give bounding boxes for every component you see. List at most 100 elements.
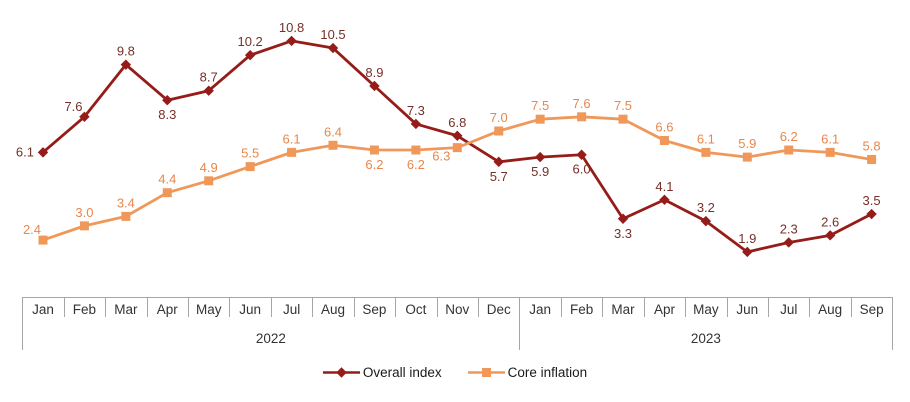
axis-tick	[809, 297, 811, 317]
core-inflation-value-label: 3.0	[75, 205, 93, 220]
month-label: Sep	[362, 302, 387, 317]
month-label: Sep	[859, 302, 884, 317]
overall-index-marker-icon	[742, 246, 753, 258]
core-inflation-value-label: 4.9	[200, 160, 218, 175]
overall-index-marker-icon	[700, 215, 712, 227]
axis-tick	[560, 297, 562, 317]
core-inflation-value-label: 6.2	[365, 157, 383, 172]
core-inflation-marker-icon	[204, 176, 214, 186]
overall-index-value-label: 10.8	[279, 20, 304, 35]
core-inflation-value-label: 7.5	[614, 98, 632, 113]
month-label: Jan	[529, 302, 552, 317]
core-inflation-value-label: 3.4	[117, 195, 135, 210]
overall-index-marker-icon	[286, 35, 297, 47]
month-label: May	[693, 302, 719, 317]
month-label: Aug	[818, 302, 843, 317]
month-label: Jul	[282, 302, 301, 317]
month-label: Jun	[239, 302, 262, 317]
axis-tick	[353, 297, 355, 317]
month-label: Dec	[486, 302, 511, 317]
axis-tick	[105, 297, 107, 317]
overall-index-marker-icon	[410, 118, 422, 130]
core-inflation-marker-icon	[494, 126, 504, 136]
core-inflation-marker-icon	[701, 147, 711, 157]
core-inflation-value-label: 6.3	[432, 149, 450, 164]
core-inflation-marker-icon	[287, 147, 297, 157]
core-inflation-marker-icon	[618, 114, 628, 124]
overall-index-value-label: 6.8	[448, 115, 466, 130]
core-inflation-value-label: 6.1	[697, 131, 715, 146]
axis-tick	[395, 297, 397, 317]
overall-index-value-label: 2.3	[780, 221, 798, 236]
overall-index-value-label: 8.3	[158, 107, 176, 122]
month-label: Nov	[445, 302, 470, 317]
core-inflation-marker-icon	[867, 154, 877, 164]
axis-tick	[768, 297, 770, 317]
axis-tick	[270, 297, 272, 317]
overall-index-marker-icon	[576, 149, 587, 160]
axis-tick	[22, 297, 24, 350]
month-label: Jan	[32, 302, 54, 317]
legend-item-core-inflation: Core inflation	[467, 365, 587, 380]
overall-index-value-label: 7.6	[64, 99, 82, 114]
axis-tick	[519, 297, 521, 350]
core-inflation-value-label: 6.2	[780, 129, 798, 144]
axis-tick	[602, 297, 604, 317]
overall-index-marker-icon	[617, 213, 629, 224]
month-label: Apr	[156, 302, 178, 317]
core-inflation-line-square-icon	[467, 367, 505, 377]
overall-index-value-label: 6.0	[573, 162, 591, 177]
axis-tick	[229, 297, 231, 317]
overall-index-marker-icon	[327, 42, 339, 54]
core-inflation-value-label: 5.5	[241, 146, 259, 161]
core-inflation-value-label: 6.1	[821, 131, 839, 146]
axis-tick	[850, 297, 852, 317]
overall-index-value-label: 3.2	[697, 200, 715, 215]
overall-index-value-label: 3.3	[614, 226, 632, 241]
core-inflation-marker-icon	[38, 235, 48, 245]
month-label: May	[195, 302, 222, 317]
overall-index-marker-icon	[783, 237, 794, 248]
core-inflation-marker-icon	[659, 136, 669, 146]
overall-index-value-label: 4.1	[655, 179, 673, 194]
axis-tick	[63, 297, 65, 317]
overall-index-marker-icon	[203, 85, 214, 96]
overall-index-marker-icon	[79, 111, 90, 123]
overall-index-marker-icon	[120, 59, 132, 70]
core-inflation-value-label: 6.2	[407, 157, 425, 172]
axis-tick	[312, 297, 314, 317]
core-inflation-marker-icon	[369, 145, 379, 155]
month-label: Oct	[405, 302, 427, 317]
overall-index-value-label: 8.7	[200, 70, 218, 85]
axis-tick	[436, 297, 438, 317]
axis-tick	[685, 297, 687, 317]
core-inflation-value-label: 2.4	[23, 222, 41, 237]
overall-index-line-diamond-icon	[322, 366, 360, 378]
axis-tick	[146, 297, 148, 317]
legend: Overall index Core inflation	[0, 360, 910, 384]
overall-index-value-label: 2.6	[821, 214, 839, 229]
legend-item-overall-index: Overall index	[322, 365, 442, 380]
month-label: Feb	[569, 302, 594, 317]
core-inflation-marker-icon	[825, 147, 835, 157]
month-label: Mar	[114, 302, 138, 317]
month-label: Aug	[320, 302, 345, 317]
overall-index-value-label: 7.3	[407, 103, 425, 118]
overall-index-marker-icon	[369, 80, 380, 92]
core-inflation-marker-icon	[742, 152, 752, 162]
core-inflation-marker-icon	[121, 211, 131, 221]
core-inflation-marker-icon	[452, 143, 462, 153]
year-label: 2023	[690, 331, 721, 346]
core-inflation-value-label: 7.5	[531, 98, 549, 113]
axis-tick	[188, 297, 189, 317]
axis-tick	[892, 297, 894, 350]
core-inflation-value-label: 6.6	[655, 120, 673, 135]
core-inflation-marker-icon	[79, 221, 89, 231]
core-inflation-marker-icon	[535, 114, 545, 124]
core-inflation-marker-icon	[328, 140, 338, 150]
overall-index-marker-icon	[659, 194, 670, 205]
overall-index-marker-icon	[162, 95, 173, 106]
axis-tick	[643, 297, 645, 317]
core-inflation-value-label: 4.4	[158, 172, 176, 187]
month-label: Apr	[653, 302, 675, 317]
